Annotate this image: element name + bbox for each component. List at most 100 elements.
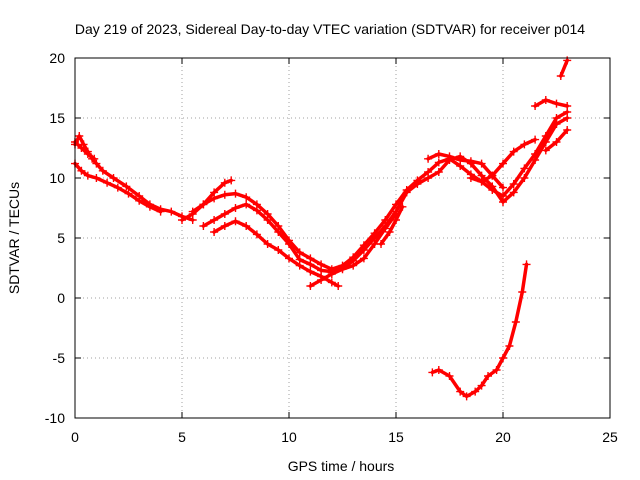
y-tick-label: 10 — [49, 170, 65, 186]
data-point — [220, 222, 229, 230]
series-arc-12 — [531, 96, 572, 110]
data-point — [334, 282, 343, 290]
data-point — [488, 171, 497, 180]
data-point — [83, 150, 92, 158]
data-point — [531, 156, 540, 164]
data-point — [531, 102, 540, 110]
data-point — [77, 144, 86, 152]
data-point — [285, 240, 293, 248]
data-point — [428, 368, 437, 377]
series-arc-4 — [178, 176, 236, 224]
grid — [75, 58, 610, 418]
data-point — [306, 260, 315, 269]
data-point — [434, 158, 443, 167]
data-point — [541, 138, 550, 146]
data-point — [359, 246, 368, 254]
series-trace — [73, 161, 163, 214]
series-trace — [73, 140, 97, 161]
y-tick-label: 0 — [57, 290, 65, 306]
data-point — [90, 154, 99, 163]
data-point — [156, 207, 165, 216]
data-point — [466, 174, 475, 182]
data-point — [113, 183, 122, 192]
y-tick-label: 15 — [49, 110, 65, 126]
data-point — [242, 222, 251, 230]
series-trace — [559, 58, 569, 78]
data-point — [563, 114, 572, 122]
data-point — [220, 190, 229, 199]
data-point — [210, 228, 219, 236]
x-tick-label: 25 — [602, 429, 618, 445]
x-tick-label: 15 — [388, 429, 404, 445]
y-tick-label: -10 — [45, 410, 65, 426]
data-point — [306, 267, 315, 276]
data-point — [424, 154, 433, 163]
data-point — [124, 189, 133, 198]
series-trace — [379, 205, 405, 246]
data-point — [402, 188, 411, 197]
data-point — [520, 140, 529, 149]
series-arc-15 — [428, 260, 531, 401]
data-point — [477, 159, 486, 168]
data-point — [509, 147, 518, 156]
data-point — [92, 159, 101, 168]
data-point — [509, 180, 518, 188]
series-layer — [71, 56, 572, 401]
data-point — [462, 392, 471, 401]
series-trace — [533, 98, 569, 108]
data-point — [327, 270, 336, 278]
data-point — [227, 176, 236, 185]
data-point — [188, 207, 197, 216]
series-arc-11 — [466, 135, 540, 186]
series-arc-1 — [71, 132, 197, 224]
data-point — [445, 372, 454, 380]
data-point — [563, 102, 572, 110]
axis-ticks: 0 5 10 15 20 25 -10 -5 0 5 10 15 20 — [45, 50, 618, 445]
data-point — [413, 180, 422, 188]
data-point — [552, 138, 561, 146]
data-point — [398, 202, 407, 211]
data-point — [488, 182, 497, 191]
data-point — [424, 174, 433, 182]
data-point — [242, 200, 251, 209]
chart-title: Day 219 of 2023, Sidereal Day-to-day VTE… — [75, 21, 585, 37]
data-point — [199, 200, 208, 209]
data-point — [505, 342, 514, 350]
series-arc-8 — [306, 210, 400, 290]
data-point — [145, 202, 154, 211]
data-point — [492, 366, 501, 374]
data-point — [220, 178, 229, 187]
series-trace — [430, 262, 529, 399]
series-arc-14 — [556, 56, 572, 80]
data-point — [109, 174, 118, 182]
data-point — [338, 265, 347, 274]
x-tick-label: 5 — [178, 429, 186, 445]
data-point — [210, 216, 219, 224]
data-point — [556, 72, 565, 80]
data-point — [445, 152, 454, 161]
data-point — [122, 182, 131, 191]
x-tick-label: 10 — [281, 429, 297, 445]
data-point — [552, 120, 561, 128]
data-point — [381, 224, 390, 233]
data-point — [499, 198, 507, 206]
data-point — [377, 240, 386, 248]
series-arc-6 — [199, 114, 572, 276]
data-point — [98, 166, 107, 175]
data-point — [317, 276, 326, 284]
series-arc-3 — [71, 138, 99, 163]
data-point — [522, 260, 531, 269]
y-axis-label: SDTVAR / TECUs — [6, 182, 22, 294]
series-arc-2 — [71, 159, 165, 216]
series-arc-9 — [377, 202, 407, 248]
data-point — [77, 166, 86, 175]
data-point — [434, 366, 443, 374]
data-point — [520, 164, 529, 173]
data-point — [499, 354, 507, 362]
data-point — [263, 240, 272, 248]
data-point — [231, 204, 240, 212]
data-point — [518, 288, 527, 296]
data-point — [484, 372, 493, 380]
data-point — [178, 216, 186, 224]
